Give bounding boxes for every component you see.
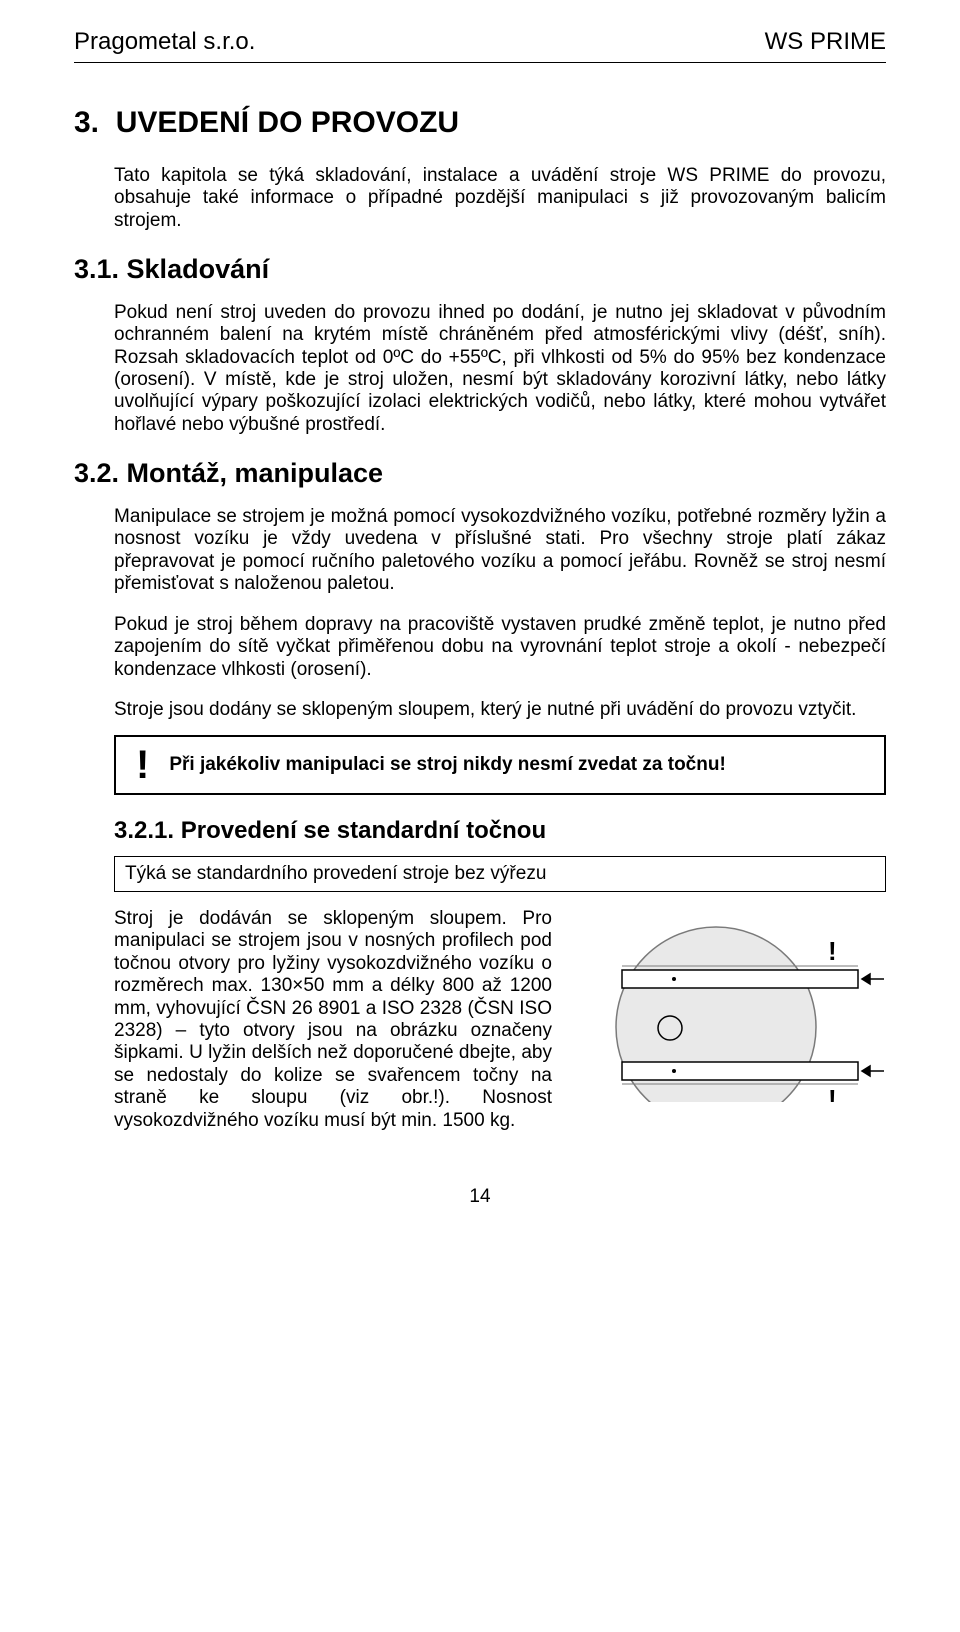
section-321-content: ! ! Stroj je dodáván se sklopeným sloupe… <box>114 908 886 1132</box>
svg-text:!: ! <box>828 936 837 966</box>
chapter-intro-block: Tato kapitola se týká skladování, instal… <box>74 165 886 232</box>
turntable-diagram: ! ! <box>566 912 886 1102</box>
section-321-note: Týká se standardního provedení stroje be… <box>114 856 886 892</box>
page-header: Pragometal s.r.o. WS PRIME <box>74 28 886 56</box>
section-32-p3: Stroje jsou dodány se sklopeným sloupem,… <box>114 699 886 721</box>
header-product: WS PRIME <box>765 28 886 56</box>
header-rule <box>74 62 886 63</box>
chapter-title: UVEDENÍ DO PROVOZU <box>116 106 459 139</box>
section-32-heading: 3.2. Montáž, manipulace <box>74 458 886 490</box>
section-32-body: Manipulace se strojem je možná pomocí vy… <box>74 506 886 795</box>
chapter-intro: Tato kapitola se týká skladování, instal… <box>114 165 886 232</box>
section-32-p2: Pokud je stroj během dopravy na pracoviš… <box>114 614 886 681</box>
section-321-wrapper: 3.2.1. Provedení se standardní točnou Tý… <box>74 817 886 1132</box>
warning-box: ! Při jakékoliv manipulaci se stroj nikd… <box>114 735 886 795</box>
chapter-number: 3. <box>74 106 99 139</box>
section-32-p1: Manipulace se strojem je možná pomocí vy… <box>114 506 886 596</box>
header-company: Pragometal s.r.o. <box>74 28 255 56</box>
svg-text:!: ! <box>828 1084 837 1102</box>
warning-text: Při jakékoliv manipulaci se stroj nikdy … <box>169 754 725 776</box>
section-31-para: Pokud není stroj uveden do provozu ihned… <box>114 302 886 436</box>
section-31-body: Pokud není stroj uveden do provozu ihned… <box>74 302 886 436</box>
section-31-heading: 3.1. Skladování <box>74 254 886 286</box>
chapter-heading: 3. UVEDENÍ DO PROVOZU <box>74 105 886 140</box>
warning-mark-icon: ! <box>128 745 169 785</box>
section-321-heading: 3.2.1. Provedení se standardní točnou <box>114 817 886 845</box>
page-number: 14 <box>74 1186 886 1208</box>
